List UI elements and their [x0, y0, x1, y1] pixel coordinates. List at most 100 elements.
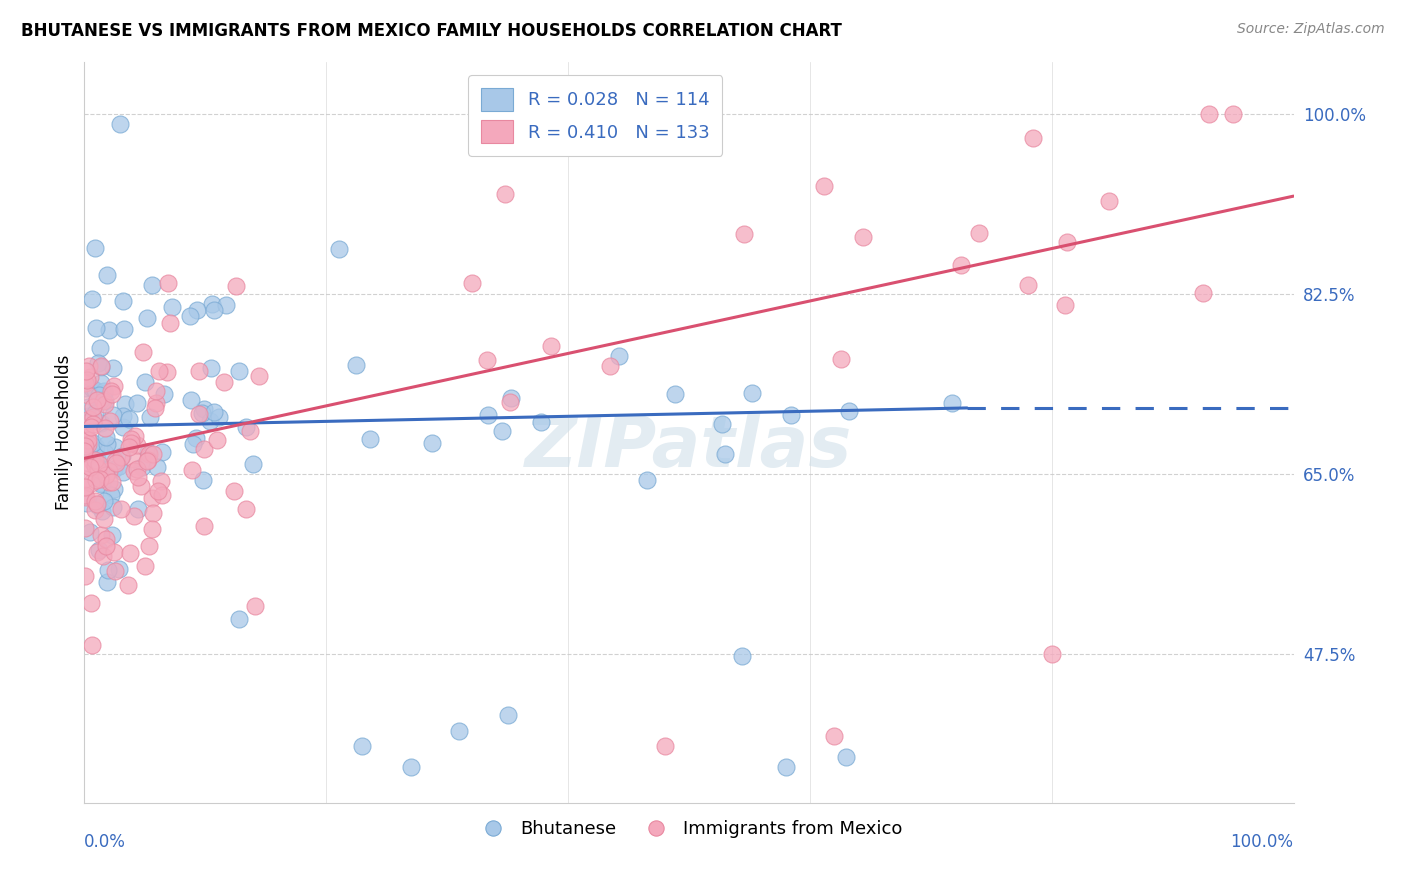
Point	[79, 524, 101, 539]
Point	[86, 452, 108, 467]
Point	[86, 497, 108, 511]
Point	[80, 476, 103, 491]
Point	[77, 409, 100, 424]
Point	[156, 276, 179, 290]
Point	[150, 474, 173, 488]
Point	[108, 562, 131, 576]
Point	[1054, 298, 1077, 312]
Point	[139, 410, 162, 425]
Point	[830, 352, 852, 367]
Point	[138, 539, 160, 553]
Point	[101, 386, 124, 401]
Point	[136, 445, 159, 459]
Point	[127, 396, 149, 410]
Point	[222, 484, 245, 499]
Point	[950, 259, 973, 273]
Point	[609, 350, 631, 364]
Point	[76, 387, 98, 401]
Y-axis label: Family Households: Family Households	[55, 355, 73, 510]
Point	[328, 242, 350, 256]
Point	[93, 397, 115, 411]
Point	[103, 462, 125, 476]
Point	[120, 435, 142, 450]
Point	[96, 437, 118, 451]
Point	[73, 439, 96, 453]
Point	[141, 522, 163, 536]
Point	[187, 364, 209, 378]
Point	[90, 461, 112, 475]
Point	[636, 474, 658, 488]
Point	[90, 475, 112, 490]
Point	[714, 447, 737, 461]
Point	[184, 431, 207, 445]
Point	[77, 400, 100, 414]
Point	[84, 458, 107, 473]
Text: 100.0%: 100.0%	[1230, 833, 1294, 851]
Point	[90, 504, 112, 518]
Point	[134, 558, 156, 573]
Point	[76, 430, 98, 444]
Point	[91, 549, 114, 563]
Point	[76, 437, 98, 451]
Point	[235, 420, 257, 434]
Point	[79, 460, 101, 475]
Point	[145, 384, 167, 399]
Point	[193, 402, 215, 417]
Point	[127, 502, 149, 516]
Point	[84, 503, 107, 517]
Point	[205, 433, 228, 447]
Point	[89, 341, 111, 355]
Point	[710, 417, 733, 431]
Point	[967, 226, 990, 240]
Point	[733, 227, 755, 242]
Point	[146, 459, 169, 474]
Point	[193, 519, 215, 533]
Point	[73, 472, 96, 486]
Point	[136, 452, 159, 467]
Point	[239, 424, 262, 438]
Point	[104, 564, 127, 578]
Point	[741, 386, 763, 401]
Point	[142, 447, 165, 461]
Point	[79, 445, 101, 459]
Point	[188, 407, 211, 421]
Point	[112, 409, 135, 423]
Point	[93, 494, 115, 508]
Point	[73, 443, 96, 458]
Point	[477, 352, 499, 367]
Point	[160, 300, 183, 314]
Point	[145, 396, 167, 410]
Point	[86, 544, 108, 558]
Point	[103, 482, 125, 496]
Point	[179, 309, 201, 323]
Point	[82, 400, 104, 414]
Point	[142, 506, 165, 520]
Point	[499, 395, 522, 409]
Point	[359, 432, 381, 446]
Point	[399, 760, 422, 774]
Point	[127, 438, 149, 452]
Point	[83, 383, 105, 397]
Point	[90, 360, 112, 375]
Point	[103, 378, 125, 392]
Point	[1056, 235, 1078, 249]
Point	[540, 338, 562, 352]
Point	[1017, 278, 1039, 293]
Point	[108, 459, 131, 474]
Point	[103, 545, 125, 559]
Point	[73, 569, 96, 583]
Point	[97, 464, 120, 478]
Point	[200, 361, 222, 376]
Point	[124, 429, 146, 443]
Point	[114, 397, 136, 411]
Point	[90, 417, 112, 431]
Point	[136, 454, 159, 468]
Point	[101, 527, 124, 541]
Point	[111, 420, 134, 434]
Point	[93, 386, 115, 401]
Point	[127, 461, 149, 475]
Point	[191, 406, 214, 420]
Point	[212, 375, 235, 389]
Point	[76, 374, 98, 388]
Point	[73, 425, 96, 439]
